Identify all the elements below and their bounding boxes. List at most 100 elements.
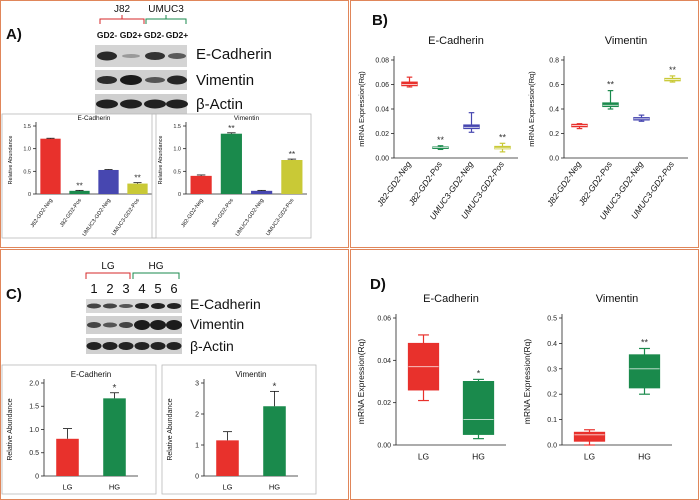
chart-d-vim-ytick-label: 0.0: [547, 442, 557, 449]
panel-b-label: B): [372, 12, 388, 29]
blot-c-vimentin-label: Vimentin: [190, 316, 245, 332]
chart-b-ecad-box: [401, 81, 418, 87]
chart-b-ecadherin: E-Cadherin mRNA Expression(Rq) 0.00 0.02 0.0…: [357, 35, 518, 222]
chart-d-ecad-xtick-label: HG: [472, 452, 485, 462]
chart-d-ecad-xtick-label: LG: [418, 452, 429, 462]
chart-b-vim-ylabel: mRNA Expression(Rq): [527, 71, 536, 147]
chart-b-ecad-ytick-label: 0.04: [375, 106, 389, 113]
chart-c-vim-bar: [216, 440, 239, 476]
blot-c-lane-4: 4: [138, 281, 145, 296]
chart-a-ecad-xtick-label: UMUC3-GD2-Neg: [82, 198, 113, 238]
chart-b-ecad-ytick-label: 0.00: [375, 155, 389, 162]
panel-a-label: A): [6, 26, 22, 43]
panel-c-label: C): [6, 286, 22, 303]
chart-c-ecad-xtick-label: HG: [109, 483, 120, 492]
chart-a-ecad-bar: [40, 138, 61, 194]
chart-d-ecad-ytick-label: 0.00: [377, 442, 391, 449]
chart-a-vim-ytick-label: 0: [178, 192, 181, 198]
chart-d-vim-title: Vimentin: [596, 293, 639, 305]
blot-c-lane-1: 1: [90, 281, 97, 296]
chart-b-ecad-ytick-label: 0.08: [375, 57, 389, 64]
chart-c-ecadherin: E-Cadherin Relative Abundance 0 0.5 1.0 1.5 2.…: [1, 364, 157, 495]
chart-c-vim-ytick-label: 1: [195, 442, 199, 449]
blot-c-actin-label: β-Actin: [190, 338, 234, 354]
panel-a-western-blot: J82 UMUC3 GD2- GD2+ GD2- GD2+: [95, 4, 188, 114]
chart-a-ecad-bar: [98, 169, 119, 194]
blot-a-lane-2: GD2+: [120, 30, 142, 40]
chart-d-vim-ytick-label: 0.4: [547, 341, 557, 348]
chart-d-vim-ytick-label: 0.2: [547, 392, 557, 399]
chart-d-vim-box: [628, 354, 661, 389]
chart-d-ecad-box: [462, 381, 495, 435]
chart-a-vim-title: Vimentin: [234, 115, 260, 122]
chart-a-ecad-significance: **: [76, 180, 83, 190]
chart-d-vim-ytick-label: 0.5: [547, 315, 557, 322]
chart-a-ecad-ytick-label: 0.5: [23, 169, 31, 175]
chart-b-vim-ytick-label: 0.8: [549, 57, 559, 64]
chart-c-vim-ytick-label: 0: [195, 473, 199, 480]
chart-d-ecad-ytick-label: 0.06: [377, 315, 391, 322]
blot-a-lane-4: GD2+: [166, 30, 188, 40]
chart-a-ecad-xtick-label: J82-GD2-Neg: [30, 198, 54, 229]
chart-d-ecad-ytick-label: 0.02: [377, 400, 391, 407]
chart-c-vim-bar: [263, 406, 286, 476]
chart-d-ecad-title: E-Cadherin: [423, 293, 479, 305]
panel-b: [350, 0, 699, 248]
chart-b-ecad-ylabel: mRNA Expression(Rq): [357, 71, 366, 147]
chart-a-ecad-bar: [69, 190, 90, 194]
chart-a-ecad-xtick-label: UMUC3-GD2-Pos: [111, 198, 141, 238]
blot-c-lane-5: 5: [154, 281, 161, 296]
chart-a-vim-bar: [220, 133, 242, 194]
blot-c-ecadherin-label: E-Cadherin: [190, 296, 261, 312]
chart-a-vim-xtick-label: UMUC3-GD2-Neg: [235, 198, 266, 238]
chart-c-ecad-bar: [103, 398, 126, 476]
chart-d-vim-xtick-label: LG: [584, 452, 595, 462]
chart-c-ecad-ytick-label: 1.0: [29, 427, 39, 434]
chart-b-ecad-box: [494, 145, 511, 150]
blot-c-group-lg: LG: [101, 261, 115, 272]
chart-c-ecad-title: E-Cadherin: [71, 370, 111, 379]
blot-c-lane-2: 2: [106, 281, 113, 296]
chart-a-ecad-bar: [127, 183, 148, 194]
chart-a-vim-bar: [281, 160, 303, 194]
chart-a-ecad-significance: **: [134, 173, 141, 183]
chart-a-ecad-ylabel: Relative Abundance: [8, 136, 14, 185]
chart-b-ecad-ytick-label: 0.02: [375, 131, 389, 138]
chart-a-vim-frame: [151, 113, 312, 239]
chart-b-ecad-ytick-label: 0.06: [375, 82, 389, 89]
panel-d-label: D): [370, 276, 386, 293]
blot-a-group-umuc3: UMUC3: [148, 4, 184, 15]
blot-a-actin-label: β-Actin: [196, 96, 243, 113]
chart-c-vim-significance: *: [273, 381, 277, 392]
chart-c-ecad-significance: *: [113, 383, 117, 394]
chart-c-vim-ylabel: Relative Abundance: [167, 398, 174, 460]
chart-a-ecad-xtick-label: J82-GD2-Pos: [59, 198, 83, 229]
chart-d-vim-box: [573, 431, 606, 442]
chart-a-vim-bar: [190, 175, 212, 194]
chart-d-vim-ytick-label: 0.1: [547, 417, 557, 424]
chart-c-vim-frame: [161, 364, 317, 495]
chart-a-vim-xtick-label: UMUC3-GD2-Pos: [265, 198, 295, 238]
chart-d-vim-ylabel: mRNA Expression(Rq): [522, 339, 532, 425]
chart-a-vim-bar: [251, 190, 273, 194]
chart-d-ecad-significance: *: [477, 368, 481, 378]
chart-c-vimentin: Vimentin Relative Abundance 0 1 2 3 LG HG *: [161, 364, 317, 495]
blot-a-lane-1: GD2-: [97, 30, 117, 40]
chart-a-vim-ytick-label: 1.0: [173, 147, 181, 153]
chart-c-ecad-ytick-label: 1.5: [29, 404, 39, 411]
chart-c-ecad-frame: [1, 364, 157, 495]
blot-a-ecadherin-label: E-Cadherin: [196, 46, 272, 63]
chart-b-vim-box: [602, 102, 619, 108]
chart-a-vim-ytick-label: 0.5: [173, 169, 181, 175]
chart-b-vim-ytick-label: 0.4: [549, 106, 559, 113]
chart-b-vim-title: Vimentin: [605, 35, 648, 47]
chart-c-ecad-ytick-label: 2.0: [29, 380, 39, 387]
chart-a-vim-ylabel: Relative Abundance: [158, 136, 164, 185]
chart-c-vim-ytick-label: 3: [195, 380, 199, 387]
blot-c-lane-6: 6: [170, 281, 177, 296]
chart-d-vim-ytick-label: 0.3: [547, 366, 557, 373]
chart-a-ecad-ytick-label: 1.0: [23, 147, 31, 153]
chart-a-ecadherin: E-Cadherin Relative Abundance 0 0.5 1.0 1.5 J8…: [1, 113, 157, 239]
blot-c-lane-3: 3: [122, 281, 129, 296]
panel-c-western-blot: LG HG 1 2 3 4 5 6: [85, 261, 182, 354]
